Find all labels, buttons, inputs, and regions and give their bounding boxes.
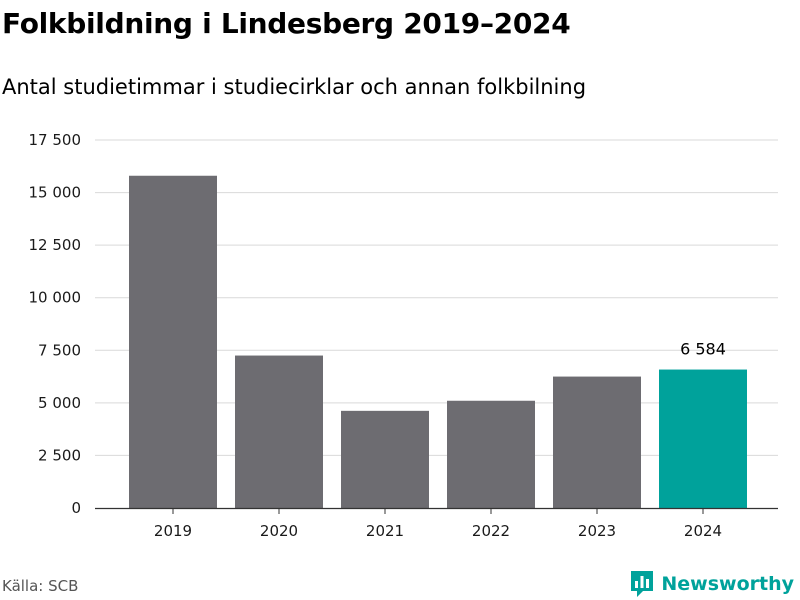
y-tick-label: 12 500 bbox=[29, 236, 82, 254]
bar-2020 bbox=[235, 355, 323, 508]
bar-2023 bbox=[553, 376, 641, 508]
bar-2019 bbox=[129, 175, 217, 508]
newsworthy-logo-icon bbox=[631, 571, 654, 597]
bars bbox=[129, 175, 747, 508]
y-tick-label: 15 000 bbox=[29, 184, 82, 202]
data-label-2024: 6 584 bbox=[680, 340, 726, 359]
brand-name: Newsworthy bbox=[661, 573, 794, 595]
x-tick-label: 2022 bbox=[472, 522, 510, 540]
y-tick-label: 5 000 bbox=[38, 394, 81, 412]
x-tick-label: 2021 bbox=[366, 522, 404, 540]
y-axis-ticks: 0 2 500 5 000 7 500 10 000 12 500 15 000 17 500 bbox=[29, 131, 82, 517]
brand-logo: Newsworthy bbox=[629, 568, 794, 600]
data-labels: 6 584 bbox=[680, 340, 726, 359]
x-tick-label: 2019 bbox=[154, 522, 192, 540]
y-tick-label: 17 500 bbox=[29, 131, 82, 149]
x-tick-label: 2023 bbox=[578, 522, 616, 540]
chart-title: Folkbildning i Lindesberg 2019–2024 bbox=[2, 7, 571, 40]
x-tick-label: 2024 bbox=[684, 522, 722, 540]
chart-subtitle: Antal studietimmar i studiecirklar och a… bbox=[2, 75, 587, 99]
bar-2024 bbox=[659, 369, 747, 508]
source-note: Källa: SCB bbox=[2, 577, 79, 595]
y-tick-label: 10 000 bbox=[29, 289, 82, 307]
bar-2022 bbox=[447, 400, 535, 508]
y-tick-label: 2 500 bbox=[38, 446, 81, 464]
x-axis-ticks: 2019 2020 2021 2022 2023 2024 bbox=[154, 508, 722, 540]
y-tick-label: 0 bbox=[71, 499, 81, 517]
bar-2021 bbox=[341, 410, 429, 508]
y-tick-label: 7 500 bbox=[38, 341, 81, 359]
x-tick-label: 2020 bbox=[260, 522, 298, 540]
